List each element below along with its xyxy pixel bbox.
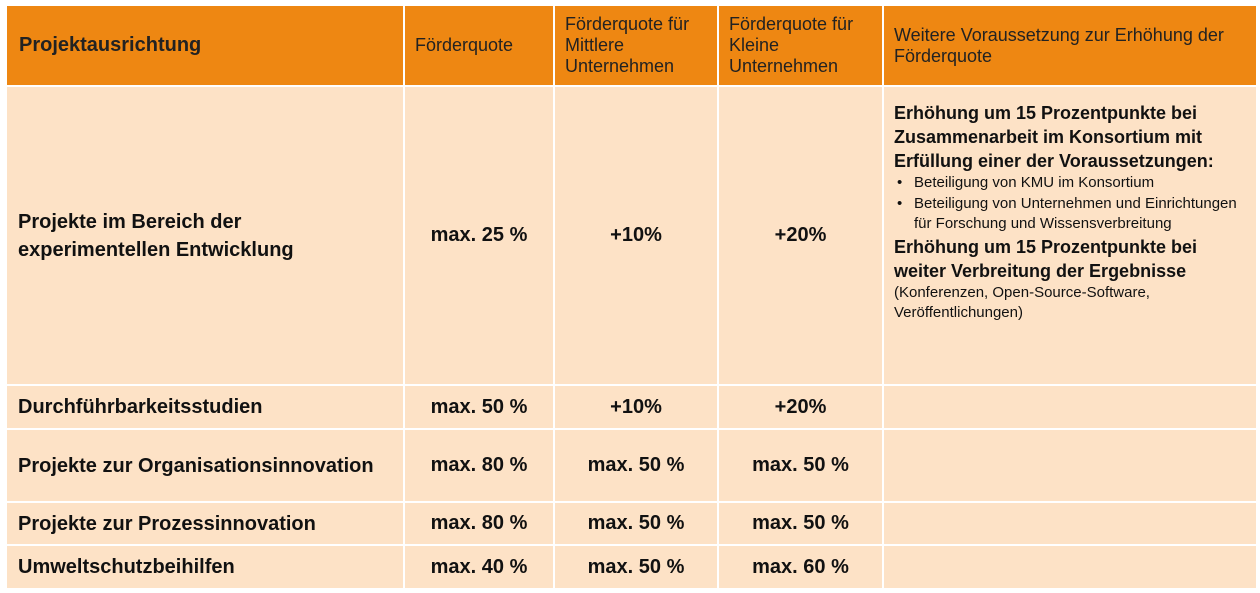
row-kleine: +20% (717, 85, 884, 386)
list-item: • Beteiligung von KMU im Konsortium (897, 173, 1248, 194)
row-voraussetzung: Erhöhung um 15 Prozentpunkte bei Zusamme… (882, 85, 1258, 386)
row-quote: max. 25 % (403, 85, 555, 386)
row-name: Durchführbarkeitsstudien (5, 384, 405, 430)
header-row: Projektausrichtung Förderquote Förderquo… (5, 4, 1258, 87)
row-voraussetzung-empty (882, 544, 1258, 590)
note-heading-verbreitung: Erhöhung um 15 Prozentpunkte bei weiter … (894, 236, 1198, 281)
table-row: Durchführbarkeitsstudien max. 50 % +10% … (5, 384, 1258, 430)
note-bullet-list: • Beteiligung von KMU im Konsortium • Bete… (894, 173, 1248, 235)
row-quote: max. 80 % (403, 428, 555, 503)
row-mittlere: +10% (553, 384, 719, 430)
table-row: Projekte im Bereich der experimentellen … (5, 85, 1258, 386)
row-name: Projekte zur Organisationsinnovation (5, 428, 405, 503)
list-item-text: Beteiligung von Unternehmen und Einricht… (914, 194, 1237, 233)
funding-table: Projektausrichtung Förderquote Förderquo… (5, 4, 1258, 590)
list-item-text: Beteiligung von KMU im Konsortium (914, 174, 1155, 191)
table-row: Projekte zur Prozessinnovation max. 80 %… (5, 501, 1258, 546)
row-name: Projekte im Bereich der experimentellen … (5, 85, 405, 386)
row-voraussetzung-empty (882, 384, 1258, 430)
row-kleine: max. 60 % (717, 544, 884, 590)
table-row: Umweltschutzbeihilfen max. 40 % max. 50 … (5, 544, 1258, 590)
row-voraussetzung-empty (882, 501, 1258, 546)
row-kleine: +20% (717, 384, 884, 430)
row-kleine: max. 50 % (717, 501, 884, 546)
header-projektausrichtung: Projektausrichtung (5, 4, 405, 87)
row-name: Projekte zur Prozessinnovation (5, 501, 405, 546)
note-detail: (Konferenzen, Open-Source-Software, Verö… (894, 283, 1150, 321)
row-mittlere: max. 50 % (553, 428, 719, 503)
row-voraussetzung-empty (882, 428, 1258, 503)
row-quote: max. 80 % (403, 501, 555, 546)
row-quote: max. 40 % (403, 544, 555, 590)
header-weitere-voraussetzung: Weitere Voraussetzung zur Erhöhung der F… (882, 4, 1258, 87)
row-mittlere: +10% (553, 85, 719, 386)
header-foerderquote: Förderquote (403, 4, 555, 87)
table-row: Projekte zur Organisationsinnovation max… (5, 428, 1258, 503)
header-foerderquote-mittlere: Förderquote für Mittlere Unternehmen (553, 4, 719, 87)
bullet-icon: • (897, 194, 903, 212)
bullet-icon: • (897, 174, 903, 191)
row-kleine: max. 50 % (717, 428, 884, 503)
row-name: Umweltschutzbeihilfen (5, 544, 405, 590)
list-item: • Beteiligung von Unternehmen und Einrich… (897, 194, 1248, 235)
row-quote: max. 50 % (403, 384, 555, 430)
row-mittlere: max. 50 % (553, 544, 719, 590)
note-heading-konsortium: Erhöhung um 15 Prozentpunkte bei Zusamme… (894, 103, 1214, 171)
header-foerderquote-kleine: Förderquote für Kleine Unternehmen (717, 4, 884, 87)
row-mittlere: max. 50 % (553, 501, 719, 546)
